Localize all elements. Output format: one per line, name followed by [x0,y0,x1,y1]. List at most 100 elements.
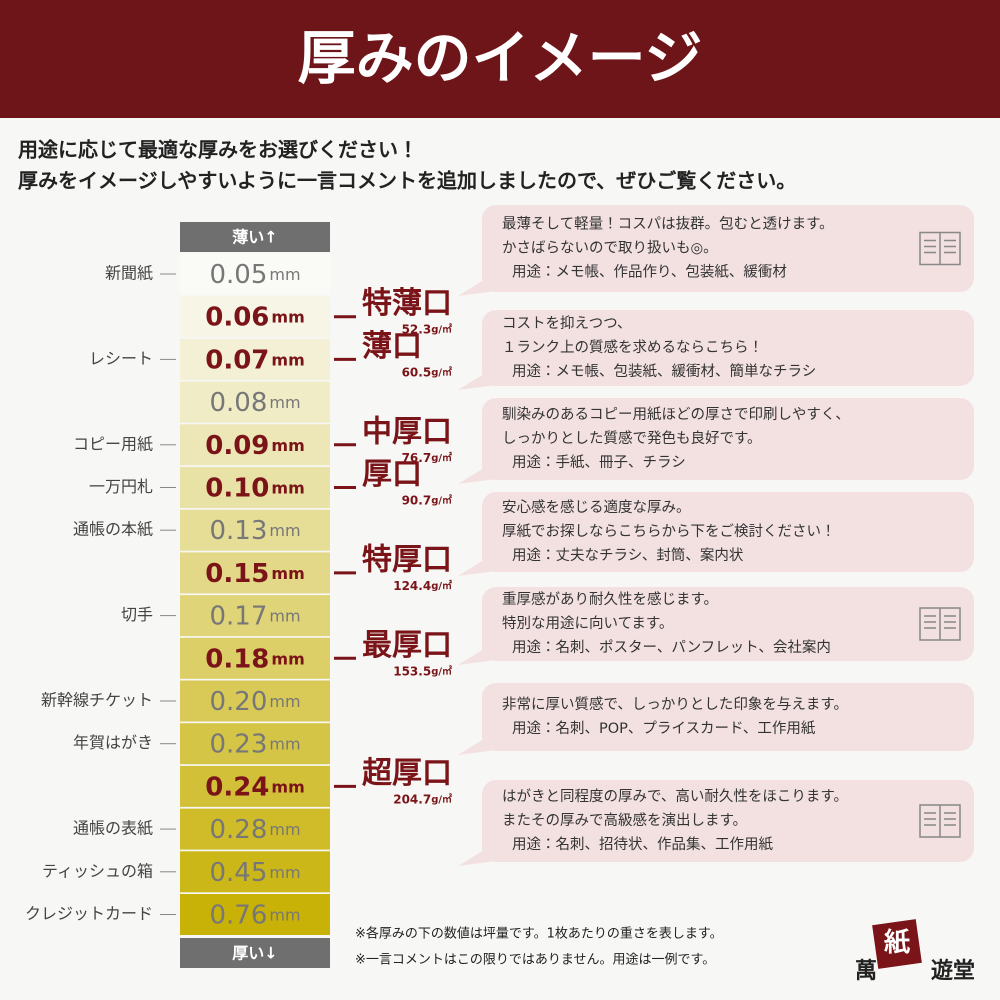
comment-line: 特別な用途に向いてます。 [502,615,673,632]
comment-bg [482,310,974,386]
intro-line: 用途に応じて最適な厚みをお選びください！ [18,138,418,162]
thickness: 0.08 mm [209,388,300,418]
grade-name: 超厚口 [362,756,452,791]
text-part: mm [269,606,300,625]
scale-row [180,680,330,722]
thickness: 0.07 mm [205,345,305,375]
grade-name: 中厚口 [362,414,452,449]
grade-name: 特厚口 [362,542,452,577]
text-part: 0.17 [209,601,267,631]
thickness: 0.10 mm [205,473,305,503]
comment-usage: 用途：メモ帳、包装紙、緩衝材、簡単なチラシ [512,363,816,380]
text-part: mm [269,734,300,753]
text-part: mm [271,307,304,326]
scale-row [180,509,330,551]
title: 厚みのイメージ [298,24,703,92]
comment-line: 最薄そして軽量！コスパは抜群。包むと透けます。 [502,216,834,233]
thickness: 0.45 mm [209,857,300,887]
text-part: mm [269,905,300,924]
text-part: 60.5 [402,365,432,379]
thickness: 0.06 mm [205,302,305,332]
grade-name: 薄口 [362,329,422,364]
text-part: mm [271,350,304,369]
comment-box: 馴染みのあるコピー用紙ほどの厚さで印刷しやすく、しっかりとした質感で発色も良好で… [458,398,974,484]
grade-name: 特薄口 [362,286,452,321]
logo: 萬 紙 遊堂 [855,919,975,984]
example: 新聞紙 [105,264,153,283]
text-part: 0.07 [205,345,269,375]
comment-usage: 用途：手紙、冊子、チラシ [512,454,686,471]
note: ※一言コメントはこの限りではありません。用途は一例です。 [355,953,715,968]
scale-row [180,595,330,637]
grade-weight: 204.7g/㎡ [393,792,452,806]
scale-row [180,338,330,380]
comment-bg [482,780,974,862]
text-part: mm [269,521,300,540]
example: レシート [89,349,153,368]
grade-weight: 90.7g/㎡ [402,493,452,507]
thickness: 0.76 mm [209,900,300,930]
thickness: 0.20 mm [209,687,300,717]
example: 新幹線チケット [41,691,153,710]
thickness: 0.13 mm [209,516,300,546]
text-part: mm [271,649,304,668]
text-part: 0.45 [209,857,267,887]
comment-box: 最薄そして軽量！コスパは抜群。包むと透けます。かさばらないので取り扱いも◎。用途… [458,205,974,296]
comment-box: はがきと同程度の厚みで、高い耐久性をほこります。またその厚みで高級感を演出します… [458,780,974,866]
example: 年賀はがき [73,733,153,752]
logo-stamp [872,919,922,969]
example: 切手 [121,605,153,624]
text-part: 0.76 [209,900,267,930]
text-part: 0.15 [205,558,269,588]
comment-box: 非常に厚い質感で、しっかりとした印象を与えます。用途：名刺、POP、プライスカー… [458,683,974,755]
thickness: 0.18 mm [205,644,305,674]
text-part: 0.24 [205,772,269,802]
scale-row [180,894,330,935]
note: ※各厚みの下の数値は坪量です。1枚あたりの重さを表します。 [355,926,723,942]
comment-usage: 用途：名刺、招待状、作品集、工作用紙 [512,836,773,853]
grade-weight: 124.4g/㎡ [393,578,452,592]
text-part: g/㎡ [431,664,452,677]
scale-row [180,467,330,508]
grade-weight: 76.7g/㎡ [402,450,452,464]
text-part: 0.10 [205,473,269,503]
book-icon [919,607,961,641]
example: 通帳の表紙 [73,819,153,838]
text-part: 90.7 [402,493,432,507]
text-part: g/㎡ [431,494,452,507]
text-part: mm [269,820,300,839]
scale-row [180,637,330,679]
text-part: 0.13 [209,516,267,546]
grade-weight: 153.5g/㎡ [393,664,452,678]
grade-name: 厚口 [362,457,422,492]
logo-char: 萬 [855,958,877,984]
comment-line: しっかりとした質感で発色も良好です。 [502,429,762,447]
book-icon [919,231,961,266]
scale-row [180,253,330,295]
text-part: mm [269,265,300,284]
scale-row [180,851,330,893]
text-part: 0.23 [209,729,267,759]
scale-row [180,381,330,423]
grade-weight: 52.3g/㎡ [402,322,452,336]
comment-line: 厚紙でお探しならこちらから下をご検討ください！ [502,523,836,540]
text-part: g/㎡ [431,451,452,464]
example: クレジットカード [25,904,153,923]
book-icon [919,804,961,838]
grade-weight: 60.5g/㎡ [402,365,452,379]
thickness: 0.15 mm [205,558,305,588]
text-part: mm [269,862,300,881]
comment-line: 重厚感があり耐久性を感じます。 [502,591,718,608]
comment-usage: 用途：メモ帳、作品作り、包装紙、緩衝材 [512,264,787,281]
thickness: 0.23 mm [209,729,300,759]
scale-row [180,765,330,807]
comment-usage: 用途：名刺、ポスター、パンフレット、会社案内 [512,639,831,656]
thickness: 0.28 mm [209,815,300,845]
text-part: mm [271,563,304,582]
text-part: mm [269,393,300,412]
text-part: g/㎡ [431,323,452,336]
text-part: 0.18 [205,644,269,674]
text-part: 124.4 [393,578,431,592]
comment-line: 安心感を感じる適度な厚み。 [502,499,691,516]
text-part: 76.7 [402,450,432,464]
